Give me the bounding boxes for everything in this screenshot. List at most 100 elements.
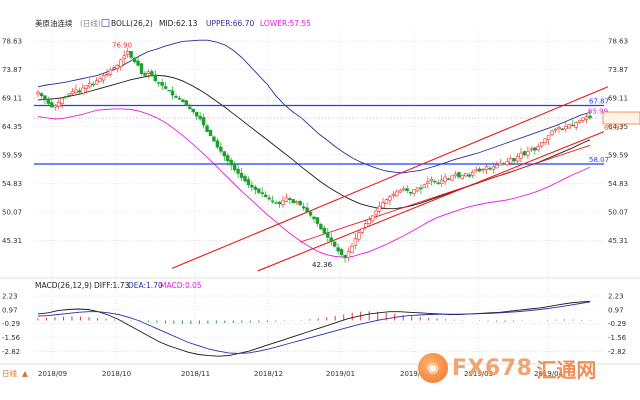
candle-body [181, 99, 185, 103]
candle-body [388, 196, 392, 201]
y-tick-right: 50.07 [608, 208, 628, 216]
macd-tick-left: -0.29 [2, 320, 20, 328]
x-tick-label: 2019/01 [326, 370, 355, 378]
macd-tick-right: -2.82 [608, 348, 626, 356]
candle-body [577, 119, 582, 123]
candle-body [119, 59, 123, 67]
candle-body [208, 129, 213, 137]
axis-labels: 78.63 78.63 73.87 73.87 69.11 69.11 64.35 64.35… [2, 38, 628, 378]
macd-tick-left: 0.97 [2, 306, 18, 314]
candle-body [308, 211, 313, 216]
candle-body [495, 164, 499, 169]
y-tick-left: 54.83 [2, 180, 22, 188]
candle-body [436, 182, 440, 184]
candle-body [101, 75, 106, 81]
watermark-cn: 汇通网 [536, 357, 597, 382]
candle-body [63, 96, 68, 98]
candle-body [571, 124, 575, 127]
candle-body [70, 91, 75, 95]
candle-body [353, 238, 358, 246]
candle-body [60, 97, 64, 104]
x-tick-label: 2018/09 [38, 370, 67, 378]
last-price-box [602, 111, 640, 125]
candle-body [505, 161, 509, 165]
candle-body [46, 98, 51, 104]
candle-body [481, 168, 485, 171]
candle-body [39, 93, 44, 97]
candle-body [146, 71, 151, 74]
candle-body [477, 168, 482, 172]
candle-body [350, 246, 354, 253]
candle-body [184, 100, 189, 106]
candle-body [239, 172, 244, 178]
candle-body [422, 184, 427, 188]
candle-body [98, 78, 102, 83]
candle-body [367, 219, 371, 224]
watermark: ◉ FX678 汇通网 [418, 348, 628, 388]
candle-body [246, 179, 251, 186]
y-tick-right: 45.31 [608, 237, 628, 245]
candle-body [336, 247, 340, 252]
y-tick-left: 78.63 [2, 38, 22, 46]
candle-body [515, 156, 520, 162]
channel-inner-line [299, 144, 591, 243]
candle-body [67, 93, 71, 96]
instrument-title: 美原油连续 [35, 18, 73, 28]
candle-body [143, 73, 147, 76]
candle-body [443, 176, 447, 182]
period-tag[interactable]: 日线 [2, 368, 17, 378]
candle-body [543, 138, 547, 144]
candle-body [263, 194, 268, 198]
x-tick-label: 2019/03 [464, 370, 493, 378]
candle-body [502, 163, 506, 165]
candle-body [74, 89, 78, 94]
candle-body [553, 128, 558, 131]
candle-body [212, 136, 216, 142]
candle-body [195, 111, 199, 117]
candle-body [236, 168, 240, 174]
y-tick-right: 64.35 [608, 123, 628, 131]
candle-body [384, 199, 389, 204]
y-tick-right: 69.11 [608, 95, 628, 103]
watermark-text: FX678 [452, 355, 533, 381]
macd-tick-left: -2.82 [2, 348, 20, 356]
candle-body [115, 64, 120, 69]
candle-body [398, 189, 402, 193]
candle-body [574, 122, 578, 128]
candle-body [529, 148, 534, 151]
candle-body [439, 179, 444, 184]
boll-lower-line [37, 108, 591, 258]
macd-panel [37, 301, 591, 357]
candle-body [150, 71, 154, 77]
candle-body [326, 232, 330, 238]
price-annotation: 42.36 [312, 261, 333, 269]
candle-body [408, 191, 413, 194]
candle-body [381, 202, 385, 209]
candle-body [426, 181, 430, 184]
horizontal-levels: 67.87 58.07 [34, 97, 609, 165]
x-tick-label: 2018/12 [254, 370, 283, 378]
candle-body [160, 82, 164, 86]
boll-mid-value: MID:62.13 [159, 19, 198, 28]
candle-body [50, 102, 54, 108]
macd-tick-right: -1.56 [608, 334, 627, 342]
candle-body [108, 69, 113, 75]
y-tick-right: 54.83 [608, 180, 628, 188]
candle-body [332, 241, 337, 247]
candle-body [222, 151, 226, 157]
candle-body [267, 197, 271, 200]
y-tick-right: 78.63 [608, 38, 628, 46]
candle-body [474, 169, 478, 172]
macd-tick-right: -0.29 [608, 320, 626, 328]
y-tick-left: 59.59 [2, 151, 22, 159]
candle-body [167, 89, 171, 92]
price-annotation: 64.97 [604, 124, 624, 132]
candle-body [391, 194, 396, 196]
boll-toggle-icon[interactable] [101, 19, 110, 27]
candle-body [415, 187, 420, 192]
macd-tick-left: 2.23 [2, 293, 18, 301]
period-arrow-icon[interactable]: ▲ [22, 369, 28, 378]
boll-lower-value: LOWER:57.55 [260, 19, 311, 28]
candle-body [322, 227, 327, 234]
